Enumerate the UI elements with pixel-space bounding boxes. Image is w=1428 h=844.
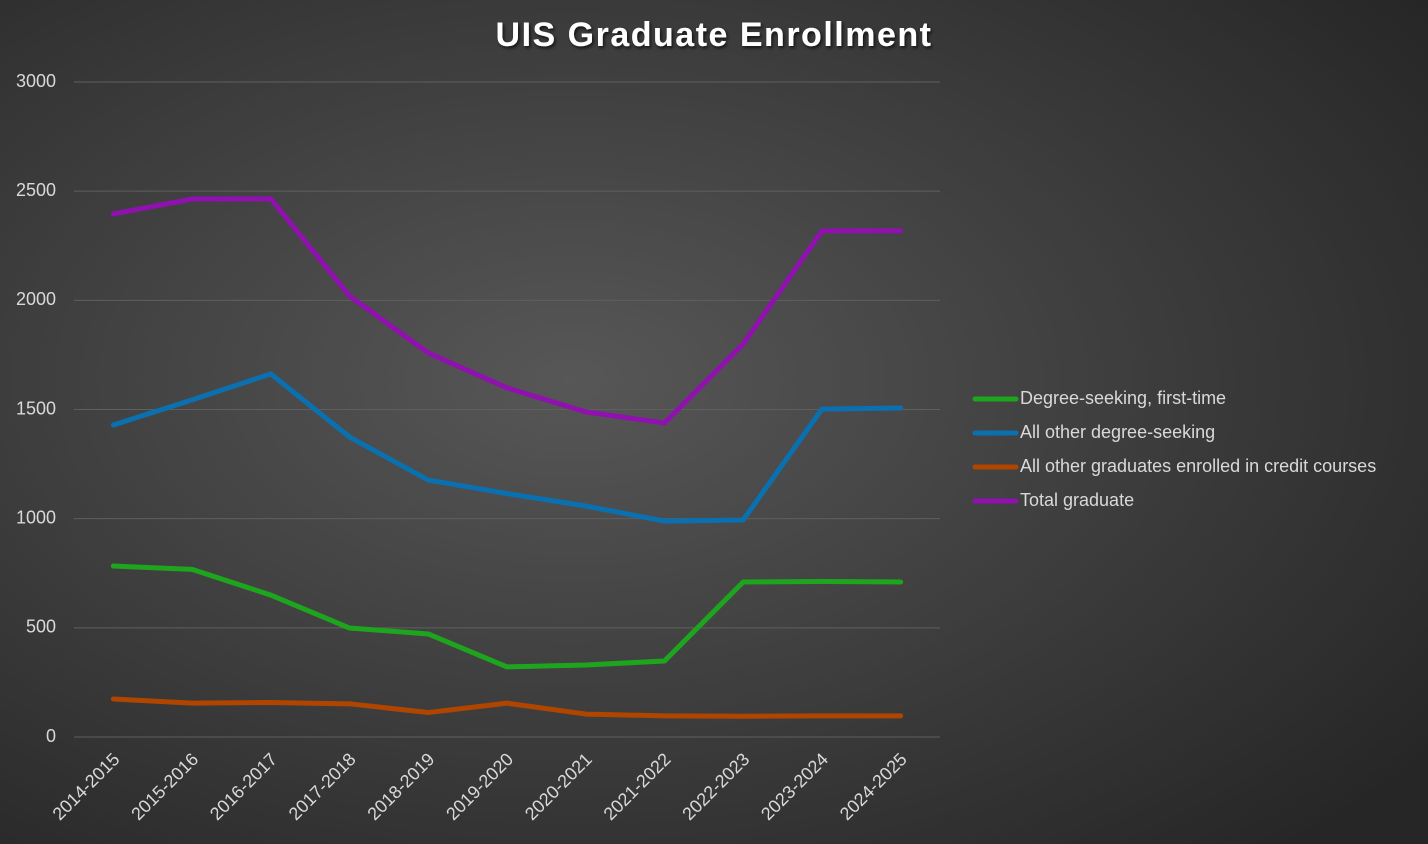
legend-label: All other graduates enrolled in credit c… [1020, 456, 1376, 476]
series-line [110, 696, 904, 719]
y-tick-label: 500 [26, 617, 56, 637]
series-line [110, 196, 904, 426]
y-tick-label: 2000 [16, 289, 56, 309]
legend-label: Degree-seeking, first-time [1020, 388, 1226, 408]
y-tick-label: 3000 [16, 71, 56, 91]
chart-title: UIS Graduate Enrollment [496, 16, 933, 54]
y-tick-label: 1000 [16, 507, 56, 527]
legend-label: Total graduate [1020, 490, 1134, 510]
legend-label: All other degree-seeking [1020, 422, 1215, 442]
y-tick-label: 2500 [16, 180, 56, 200]
series-line [110, 371, 904, 524]
y-tick-label: 1500 [16, 398, 56, 418]
series-line [110, 563, 904, 670]
y-tick-label: 0 [46, 726, 56, 746]
